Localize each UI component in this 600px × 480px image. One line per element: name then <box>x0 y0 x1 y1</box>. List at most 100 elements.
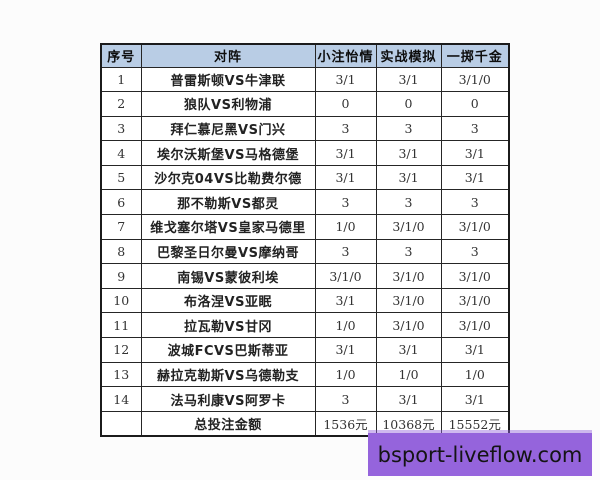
simulation-cell: 3/1/0 <box>375 312 442 339</box>
match-cell: 赫拉克勒斯VS乌德勒支 <box>140 361 316 388</box>
simulation-cell: 3/1 <box>375 66 442 93</box>
table-row: 12 波城FCVS巴斯蒂亚 3/1 3/1 3/1 <box>100 337 510 363</box>
big-bet-cell: 3/1/0 <box>440 66 510 93</box>
table-row: 1 普雷斯顿VS牛津联 3/1 3/1 3/1/0 <box>100 66 510 93</box>
match-cell: 法马利康VS阿罗卡 <box>140 386 316 412</box>
simulation-cell: 1/0 <box>375 361 442 388</box>
small-bet-cell: 3/1 <box>314 287 377 314</box>
match-cell: 拜仁慕尼黑VS门兴 <box>140 115 316 142</box>
small-bet-cell: 0 <box>314 91 377 117</box>
match-cell: 布洛涅VS亚眠 <box>140 287 316 314</box>
big-bet-cell: 3/1 <box>440 164 510 191</box>
simulation-cell: 3 <box>375 238 442 265</box>
simulation-cell: 3/1/0 <box>375 263 442 289</box>
simulation-cell: 3 <box>375 189 442 216</box>
match-cell: 波城FCVS巴斯蒂亚 <box>140 337 316 363</box>
match-cell: 南锡VS蒙彼利埃 <box>140 263 316 289</box>
row-index-cell: 8 <box>100 238 142 265</box>
table-row: 2 狼队VS利物浦 0 0 0 <box>100 91 510 117</box>
table-row: 7 维戈塞尔塔VS皇家马德里 1/0 3/1/0 3/1/0 <box>100 214 510 240</box>
big-bet-cell: 3/1 <box>440 386 510 412</box>
watermark-text: bsport-liveflow.com <box>377 442 583 467</box>
table-row: 4 埃尔沃斯堡VS马格德堡 3/1 3/1 3/1 <box>100 140 510 166</box>
row-index-cell: 3 <box>100 115 142 142</box>
row-index-cell: 5 <box>100 164 142 191</box>
small-bet-cell: 3 <box>314 386 377 412</box>
big-bet-cell: 3 <box>440 115 510 142</box>
header-cell-index: 序号 <box>100 43 142 68</box>
big-bet-cell: 3/1/0 <box>440 263 510 289</box>
big-bet-cell: 3/1 <box>440 337 510 363</box>
row-index-cell: 11 <box>100 312 142 339</box>
table-row: 14 法马利康VS阿罗卡 3 3/1 3/1 <box>100 386 510 412</box>
small-bet-cell: 3/1 <box>314 164 377 191</box>
match-cell: 埃尔沃斯堡VS马格德堡 <box>140 140 316 166</box>
header-cell-big-bet: 一掷千金 <box>440 43 510 68</box>
table-row: 13 赫拉克勒斯VS乌德勒支 1/0 1/0 1/0 <box>100 361 510 388</box>
match-cell: 拉瓦勒VS甘冈 <box>140 312 316 339</box>
big-bet-cell: 3/1 <box>440 140 510 166</box>
table-row: 8 巴黎圣日尔曼VS摩纳哥 3 3 3 <box>100 238 510 265</box>
simulation-cell: 3/1/0 <box>375 287 442 314</box>
small-bet-cell: 1/0 <box>314 361 377 388</box>
big-bet-cell: 3 <box>440 238 510 265</box>
match-cell: 狼队VS利物浦 <box>140 91 316 117</box>
match-cell: 巴黎圣日尔曼VS摩纳哥 <box>140 238 316 265</box>
big-bet-cell: 1/0 <box>440 361 510 388</box>
row-index-cell: 12 <box>100 337 142 363</box>
big-bet-cell: 3 <box>440 189 510 216</box>
row-index-cell: 4 <box>100 140 142 166</box>
small-bet-cell: 3/1 <box>314 140 377 166</box>
header-cell-small-bet: 小注怡情 <box>314 43 377 68</box>
row-index-cell: 9 <box>100 263 142 289</box>
match-cell: 维戈塞尔塔VS皇家马德里 <box>140 214 316 240</box>
header-cell-matchup: 对阵 <box>140 43 316 68</box>
small-bet-cell: 1/0 <box>314 214 377 240</box>
simulation-cell: 0 <box>375 91 442 117</box>
table-row: 10 布洛涅VS亚眠 3/1 3/1/0 3/1/0 <box>100 287 510 314</box>
small-bet-cell: 3 <box>314 238 377 265</box>
row-index-cell: 7 <box>100 214 142 240</box>
table-row: 5 沙尔克04VS比勒费尔德 3/1 3/1 3/1 <box>100 164 510 191</box>
total-label: 总投注金额 <box>140 410 316 437</box>
row-index-cell: 10 <box>100 287 142 314</box>
big-bet-cell: 3/1/0 <box>440 312 510 339</box>
row-index-cell: 2 <box>100 91 142 117</box>
total-empty-cell <box>100 410 142 437</box>
row-index-cell: 6 <box>100 189 142 216</box>
match-cell: 沙尔克04VS比勒费尔德 <box>140 164 316 191</box>
total-small-bet-cell: 1536元 <box>314 410 377 437</box>
match-cell: 普雷斯顿VS牛津联 <box>140 66 316 93</box>
total-row: 总投注金额 1536元 10368元 15552元 <box>100 410 510 437</box>
match-cell: 那不勒斯VS都灵 <box>140 189 316 216</box>
row-index-cell: 13 <box>100 361 142 388</box>
total-simulation-cell: 10368元 <box>375 410 442 437</box>
table-row: 3 拜仁慕尼黑VS门兴 3 3 3 <box>100 115 510 142</box>
small-bet-cell: 3/1/0 <box>314 263 377 289</box>
small-bet-cell: 3 <box>314 189 377 216</box>
small-bet-cell: 3/1 <box>314 66 377 93</box>
table-header-row: 序号 对阵 小注怡情 实战模拟 一掷千金 <box>100 43 510 68</box>
small-bet-cell: 1/0 <box>314 312 377 339</box>
table-row: 6 那不勒斯VS都灵 3 3 3 <box>100 189 510 216</box>
table-body: 1 普雷斯顿VS牛津联 3/1 3/1 3/1/0 2 狼队VS利物浦 0 0 0 3 拜仁慕尼黑VS… <box>100 66 510 412</box>
big-bet-cell: 3/1/0 <box>440 287 510 314</box>
simulation-cell: 3/1 <box>375 140 442 166</box>
simulation-cell: 3/1 <box>375 386 442 412</box>
big-bet-cell: 3/1/0 <box>440 214 510 240</box>
table-row: 9 南锡VS蒙彼利埃 3/1/0 3/1/0 3/1/0 <box>100 263 510 289</box>
row-index-cell: 14 <box>100 386 142 412</box>
header-cell-simulation: 实战模拟 <box>375 43 442 68</box>
row-index-cell: 1 <box>100 66 142 93</box>
simulation-cell: 3 <box>375 115 442 142</box>
table-row: 11 拉瓦勒VS甘冈 1/0 3/1/0 3/1/0 <box>100 312 510 339</box>
simulation-cell: 3/1 <box>375 164 442 191</box>
simulation-cell: 3/1 <box>375 337 442 363</box>
betting-table: 序号 对阵 小注怡情 实战模拟 一掷千金 1 普雷斯顿VS牛津联 3/1 3/1 3/1… <box>100 43 510 437</box>
small-bet-cell: 3 <box>314 115 377 142</box>
small-bet-cell: 3/1 <box>314 337 377 363</box>
big-bet-cell: 0 <box>440 91 510 117</box>
simulation-cell: 3/1/0 <box>375 214 442 240</box>
watermark-banner: bsport-liveflow.com <box>368 430 592 476</box>
